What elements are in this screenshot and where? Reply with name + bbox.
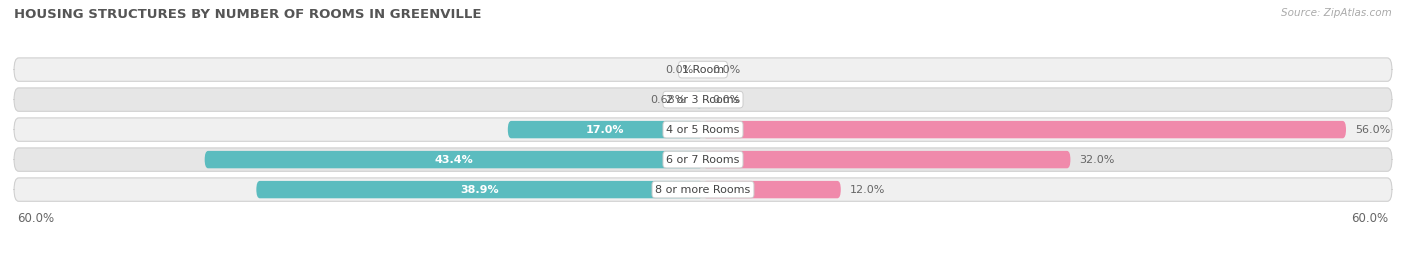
Text: Source: ZipAtlas.com: Source: ZipAtlas.com xyxy=(1281,8,1392,18)
FancyBboxPatch shape xyxy=(14,148,1392,171)
Text: 0.0%: 0.0% xyxy=(713,65,741,75)
FancyBboxPatch shape xyxy=(14,118,1392,141)
Text: 38.9%: 38.9% xyxy=(460,185,499,195)
Text: 0.68%: 0.68% xyxy=(651,94,686,104)
Text: 32.0%: 32.0% xyxy=(1080,155,1115,165)
Text: 43.4%: 43.4% xyxy=(434,155,474,165)
Legend: Owner-occupied, Renter-occupied: Owner-occupied, Renter-occupied xyxy=(575,266,831,270)
Text: 6 or 7 Rooms: 6 or 7 Rooms xyxy=(666,155,740,165)
Text: 2 or 3 Rooms: 2 or 3 Rooms xyxy=(666,94,740,104)
Text: 12.0%: 12.0% xyxy=(851,185,886,195)
Text: 60.0%: 60.0% xyxy=(1351,212,1389,225)
FancyBboxPatch shape xyxy=(508,121,703,138)
Text: 60.0%: 60.0% xyxy=(17,212,55,225)
Text: 4 or 5 Rooms: 4 or 5 Rooms xyxy=(666,124,740,135)
FancyBboxPatch shape xyxy=(703,151,1070,168)
Text: HOUSING STRUCTURES BY NUMBER OF ROOMS IN GREENVILLE: HOUSING STRUCTURES BY NUMBER OF ROOMS IN… xyxy=(14,8,482,21)
Text: 0.0%: 0.0% xyxy=(665,65,693,75)
Text: 0.0%: 0.0% xyxy=(713,94,741,104)
FancyBboxPatch shape xyxy=(703,181,841,198)
FancyBboxPatch shape xyxy=(256,181,703,198)
Text: 56.0%: 56.0% xyxy=(1355,124,1391,135)
FancyBboxPatch shape xyxy=(205,151,703,168)
FancyBboxPatch shape xyxy=(14,88,1392,111)
Text: 17.0%: 17.0% xyxy=(586,124,624,135)
FancyBboxPatch shape xyxy=(14,58,1392,81)
FancyBboxPatch shape xyxy=(703,121,1346,138)
Text: 8 or more Rooms: 8 or more Rooms xyxy=(655,185,751,195)
FancyBboxPatch shape xyxy=(14,178,1392,201)
FancyBboxPatch shape xyxy=(695,91,703,108)
Text: 1 Room: 1 Room xyxy=(682,65,724,75)
